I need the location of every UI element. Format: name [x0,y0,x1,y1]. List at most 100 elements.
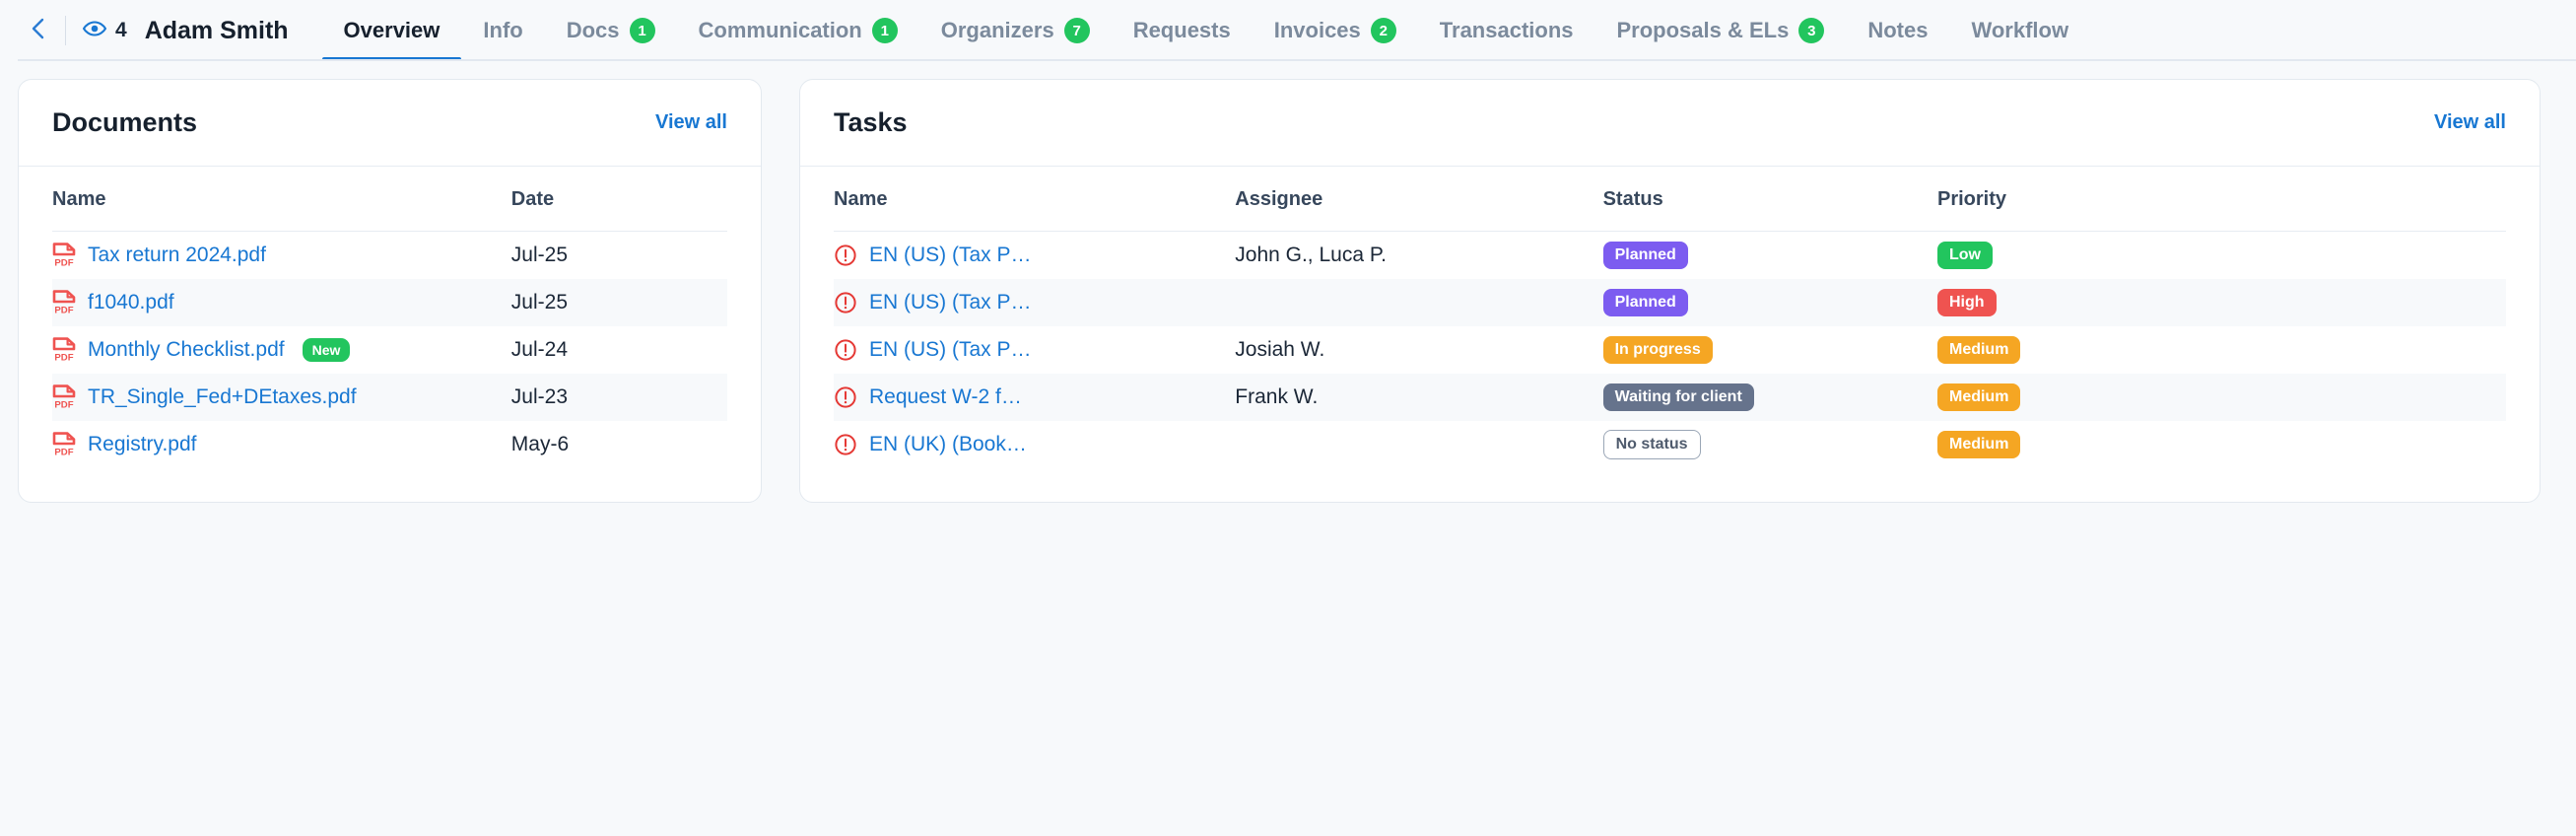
tab-badge: 1 [871,18,898,43]
tab-overview[interactable]: Overview [321,0,462,61]
table-row[interactable]: PDF Registry.pdf May-6 [52,421,727,468]
tab-notes[interactable]: Notes [1846,0,1949,61]
table-row[interactable]: EN (US) (Tax P… Josiah W. In progress Me… [834,326,2506,374]
column-header-assignee: Assignee [1235,167,1603,232]
table-header-row: Name Assignee Status Priority [834,167,2506,232]
table-row[interactable]: EN (US) (Tax P… John G., Luca P. Planned… [834,232,2506,279]
tab-badge: 1 [629,18,655,43]
task-status-cell: Planned [1602,232,1937,279]
table-row[interactable]: PDF Monthly Checklist.pdf New Jul-24 [52,326,727,374]
tab-label: Workflow [1971,18,2069,42]
watchers-indicator[interactable]: 4 [82,16,127,46]
tab-organizers[interactable]: Organizers 7 [919,0,1112,61]
document-date-cell: Jul-25 [510,278,727,326]
tab-proposals-and-els[interactable]: Proposals & ELs 3 [1595,0,1847,61]
status-badge: No status [1602,429,1701,459]
documents-title: Documents [52,107,198,137]
tab-label: Docs [566,18,620,42]
tab-label: Requests [1132,18,1231,42]
tab-invoices[interactable]: Invoices 2 [1253,0,1418,61]
table-row[interactable]: PDF f1040.pdf Jul-25 [52,278,727,326]
task-priority-cell: Medium [1936,326,2506,374]
tasks-view-all-link[interactable]: View all [2433,111,2506,133]
documents-view-all-link[interactable]: View all [654,111,727,133]
document-link[interactable]: Registry.pdf [88,432,197,455]
task-priority-cell: Medium [1936,421,2506,468]
task-link[interactable]: EN (US) (Tax P… [869,337,1032,361]
pdf-icon: PDF [52,243,76,268]
task-status-cell: Planned [1602,278,1937,326]
tab-workflow[interactable]: Workflow [1949,0,2090,61]
tab-label: Info [483,18,523,42]
tab-badge: 7 [1063,18,1090,43]
tab-communication[interactable]: Communication 1 [677,0,919,61]
column-header-name: Name [834,167,1236,232]
alert-circle-icon [834,385,857,409]
task-status-cell: Waiting for client [1602,373,1937,421]
chevron-left-icon [28,16,49,46]
table-row[interactable]: EN (UK) (Book… No status Medium [834,421,2506,468]
task-priority-cell: Medium [1936,373,2506,421]
back-button[interactable] [22,14,55,47]
tab-requests[interactable]: Requests [1112,0,1253,61]
primary-tabs: Overview Info Docs 1 Communication 1 Org… [321,0,2576,61]
task-assignee-cell: Josiah W. [1235,337,1325,361]
alert-circle-icon [834,433,857,456]
task-link[interactable]: EN (US) (Tax P… [869,290,1032,314]
task-link[interactable]: EN (US) (Tax P… [869,243,1032,266]
svg-text:PDF: PDF [54,305,73,315]
alert-circle-icon [834,244,857,267]
priority-badge: Medium [1936,335,2021,364]
task-name-cell: EN (UK) (Book… [834,421,1235,468]
tab-info[interactable]: Info [461,0,544,61]
task-assignee-cell [1235,421,1602,468]
document-name-cell: PDF f1040.pdf [52,278,511,326]
documents-card: Documents View all Name Date [18,79,762,503]
tasks-title: Tasks [834,107,908,137]
table-row[interactable]: PDF TR_Single_Fed+DEtaxes.pdf Jul-23 [52,373,727,421]
table-row[interactable]: Request W-2 f… Frank W. Waiting for clie… [834,373,2506,421]
column-header-date: Date [510,167,727,232]
task-assignee-cell: Frank W. [1235,373,1603,421]
page-title: Adam Smith [144,16,289,44]
document-name-cell: PDF Monthly Checklist.pdf New [52,326,511,374]
document-link[interactable]: TR_Single_Fed+DEtaxes.pdf [88,384,357,408]
header-divider [65,16,66,45]
document-name-cell: PDF Registry.pdf [52,421,511,468]
table-row[interactable]: EN (US) (Tax P… Planned High [834,278,2506,326]
tab-docs[interactable]: Docs 1 [545,0,677,61]
svg-text:PDF: PDF [54,352,73,363]
task-name-cell: EN (US) (Tax P… [834,278,1236,326]
tab-label: Organizers [940,18,1054,42]
document-date-cell: Jul-25 [510,243,568,266]
document-link[interactable]: f1040.pdf [88,290,174,314]
document-link[interactable]: Tax return 2024.pdf [88,243,266,266]
tab-label: Communication [698,18,862,42]
document-date-cell: May-6 [510,432,570,455]
document-date-cell: Jul-24 [510,337,568,361]
task-status-cell: No status [1602,421,1937,468]
priority-badge: Medium [1936,383,2021,411]
task-name-cell: EN (US) (Tax P… [834,232,1235,279]
tab-label: Notes [1867,18,1929,42]
column-header-name: Name [52,167,511,232]
pdf-icon: PDF [52,289,76,315]
table-header-row: Name Date [52,167,727,232]
document-link[interactable]: Monthly Checklist.pdf [88,337,285,361]
task-status-cell: In progress [1602,326,1937,374]
task-name-cell: EN (US) (Tax P… [834,326,1235,374]
priority-badge: Low [1936,241,1993,269]
status-badge: Planned [1602,241,1688,269]
tab-badge: 2 [1370,18,1396,43]
table-row[interactable]: PDF Tax return 2024.pdf Jul-25 [52,232,727,279]
priority-badge: Medium [1936,430,2021,458]
task-link[interactable]: Request W-2 f… [869,384,1022,408]
tasks-card-header: Tasks View all [800,80,2540,167]
client-header-bar: 4 Adam Smith Overview Info Docs 1 Commun… [0,0,2576,61]
task-link[interactable]: EN (UK) (Book… [869,432,1027,455]
column-header-status: Status [1602,167,1937,232]
task-assignee-cell [1235,278,1603,326]
column-header-priority: Priority [1936,167,2506,232]
tab-transactions[interactable]: Transactions [1418,0,1595,61]
documents-table-wrap: Name Date PDF [19,167,761,502]
